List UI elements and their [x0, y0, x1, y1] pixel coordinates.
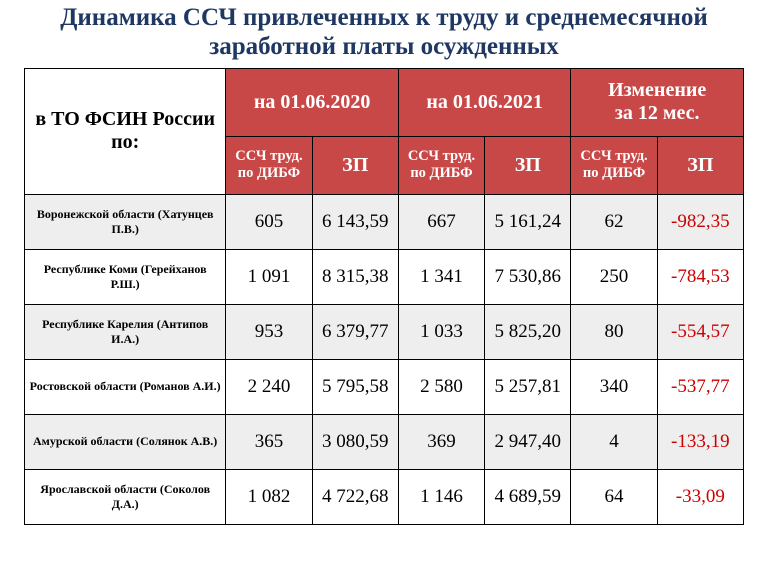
table-row: Амурской области (Солянок А.В.)3653 080,…: [25, 414, 744, 469]
table-row: Ростовской области (Романов А.И.)2 2405 …: [25, 359, 744, 414]
cell-chg-ssch: 62: [571, 194, 657, 249]
cell-2020-ssch: 1 091: [226, 249, 312, 304]
cell-chg-zp: -784,53: [657, 249, 743, 304]
cell-region: Воронежской области (Хатунцев П.В.): [25, 194, 226, 249]
cell-chg-ssch: 64: [571, 469, 657, 524]
cell-region: Ростовской области (Романов А.И.): [25, 359, 226, 414]
cell-2020-zp: 5 795,58: [312, 359, 398, 414]
cell-chg-zp: -33,09: [657, 469, 743, 524]
cell-2020-ssch: 1 082: [226, 469, 312, 524]
cell-2020-zp: 8 315,38: [312, 249, 398, 304]
table-row: Ярославской области (Соколов Д.А.)1 0824…: [25, 469, 744, 524]
cell-chg-ssch: 4: [571, 414, 657, 469]
cell-2021-zp: 5 161,24: [485, 194, 571, 249]
table-row: Республике Карелия (Антипов И.А.)9536 37…: [25, 304, 744, 359]
cell-2021-zp: 4 689,59: [485, 469, 571, 524]
cell-2021-ssch: 2 580: [398, 359, 484, 414]
cell-2020-zp: 6 143,59: [312, 194, 398, 249]
cell-2021-zp: 5 825,20: [485, 304, 571, 359]
th-2020-ssch: ССЧ труд. по ДИБФ: [226, 136, 312, 194]
cell-region: Ярославской области (Соколов Д.А.): [25, 469, 226, 524]
cell-2020-zp: 6 379,77: [312, 304, 398, 359]
cell-2020-ssch: 365: [226, 414, 312, 469]
cell-2021-ssch: 1 146: [398, 469, 484, 524]
th-chg-zp: ЗП: [657, 136, 743, 194]
table-row: Воронежской области (Хатунцев П.В.)6056 …: [25, 194, 744, 249]
cell-2021-ssch: 667: [398, 194, 484, 249]
cell-chg-zp: -982,35: [657, 194, 743, 249]
th-region: в ТО ФСИН России по:: [25, 68, 226, 194]
th-period-2021: на 01.06.2021: [398, 68, 571, 136]
cell-2021-ssch: 1 341: [398, 249, 484, 304]
cell-2020-zp: 3 080,59: [312, 414, 398, 469]
th-period-2020: на 01.06.2020: [226, 68, 399, 136]
cell-chg-zp: -133,19: [657, 414, 743, 469]
th-chg-ssch: ССЧ труд. по ДИБФ: [571, 136, 657, 194]
th-change: Изменение за 12 мес.: [571, 68, 744, 136]
cell-2020-ssch: 2 240: [226, 359, 312, 414]
cell-chg-ssch: 340: [571, 359, 657, 414]
th-change-l1: Изменение: [608, 79, 706, 101]
cell-2020-ssch: 953: [226, 304, 312, 359]
cell-2020-ssch: 605: [226, 194, 312, 249]
data-table: в ТО ФСИН России по: на 01.06.2020 на 01…: [24, 68, 744, 525]
cell-2021-ssch: 369: [398, 414, 484, 469]
cell-chg-ssch: 250: [571, 249, 657, 304]
cell-region: Республике Коми (Герейханов Р.Ш.): [25, 249, 226, 304]
th-change-l2: за 12 мес.: [615, 102, 700, 124]
page-title: Динамика ССЧ привлеченных к труду и сред…: [24, 4, 744, 62]
cell-chg-ssch: 80: [571, 304, 657, 359]
cell-2021-zp: 2 947,40: [485, 414, 571, 469]
th-2020-zp: ЗП: [312, 136, 398, 194]
cell-2021-zp: 7 530,86: [485, 249, 571, 304]
cell-2020-zp: 4 722,68: [312, 469, 398, 524]
cell-2021-ssch: 1 033: [398, 304, 484, 359]
cell-chg-zp: -554,57: [657, 304, 743, 359]
cell-region: Амурской области (Солянок А.В.): [25, 414, 226, 469]
cell-region: Республике Карелия (Антипов И.А.): [25, 304, 226, 359]
th-2021-zp: ЗП: [485, 136, 571, 194]
table-row: Республике Коми (Герейханов Р.Ш.)1 0918 …: [25, 249, 744, 304]
th-2021-ssch: ССЧ труд. по ДИБФ: [398, 136, 484, 194]
cell-chg-zp: -537,77: [657, 359, 743, 414]
cell-2021-zp: 5 257,81: [485, 359, 571, 414]
